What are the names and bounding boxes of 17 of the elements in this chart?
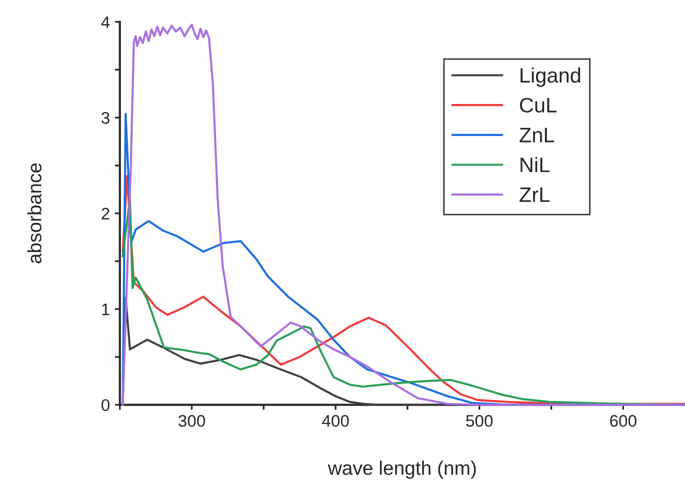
x-tick-label: 400	[322, 415, 349, 427]
legend-label: NiL	[520, 156, 550, 172]
legend-label: CuL	[520, 98, 556, 113]
line-series	[122, 24, 685, 406]
y-tick-label: 0	[102, 399, 110, 412]
legend-label: Ligand	[520, 67, 580, 87]
y-axis-title: absorbance	[27, 163, 42, 264]
legend-label: ZnL	[520, 128, 554, 142]
x-tick-label: 300	[178, 415, 206, 427]
y-tick-label: 3	[102, 112, 110, 124]
x-axis-title: wave length (nm)	[328, 460, 476, 479]
x-tick-label: 500	[466, 415, 493, 427]
legend-label: ZrL	[520, 188, 550, 202]
y-tick-label: 1	[102, 304, 110, 316]
x-tick-label: 600	[610, 415, 636, 427]
y-tick-label: 2	[102, 208, 110, 220]
y-tick-label: 4	[101, 16, 110, 28]
